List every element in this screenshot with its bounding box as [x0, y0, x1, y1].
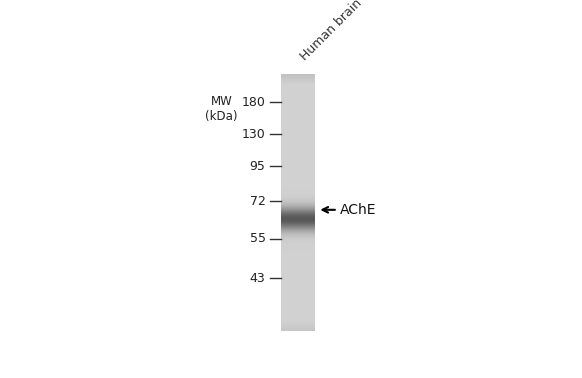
Text: Human brain: Human brain [298, 0, 365, 63]
Text: 95: 95 [250, 160, 265, 173]
Text: AChE: AChE [340, 203, 377, 217]
Text: 55: 55 [250, 232, 265, 245]
Text: 43: 43 [250, 272, 265, 285]
Text: 180: 180 [242, 96, 265, 108]
Text: 72: 72 [250, 195, 265, 208]
Text: MW
(kDa): MW (kDa) [205, 95, 238, 123]
Text: 130: 130 [242, 128, 265, 141]
